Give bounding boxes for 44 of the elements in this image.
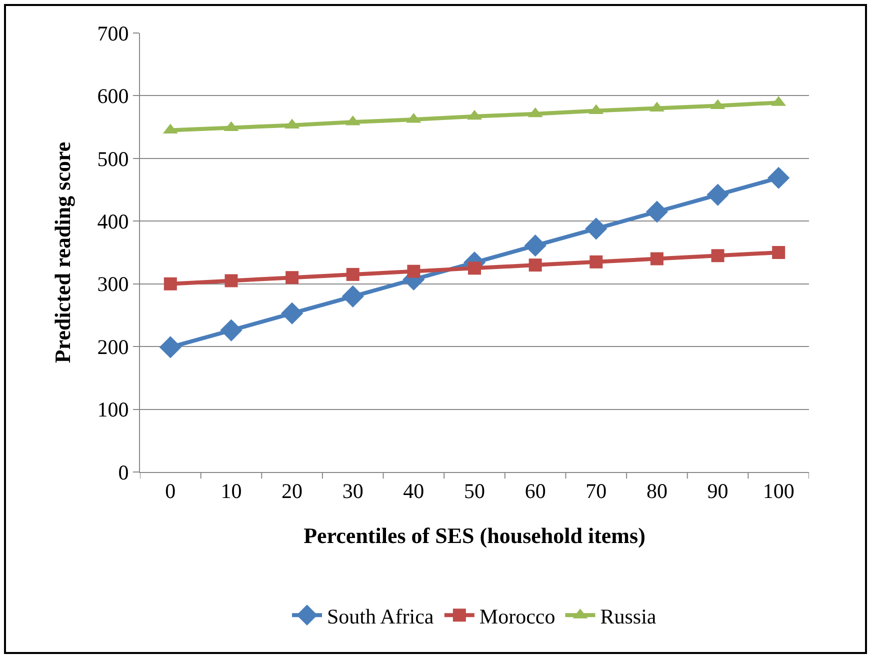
y-axis-title: Predicted reading score	[50, 142, 76, 364]
point	[220, 319, 242, 342]
x-tick-label: 10	[220, 479, 242, 504]
point	[346, 268, 360, 281]
x-tick-label: 0	[165, 479, 176, 504]
legend-label: Morocco	[479, 604, 556, 628]
point	[159, 336, 182, 358]
y-tick-label: 600	[97, 84, 129, 108]
point	[585, 218, 608, 240]
y-tick-label: 500	[97, 146, 129, 171]
x-tick-label: 90	[707, 479, 728, 504]
point	[407, 264, 420, 278]
point	[706, 184, 729, 206]
point	[524, 234, 546, 257]
point	[711, 249, 724, 262]
x-tick-label: 60	[524, 479, 546, 504]
y-tick-label: 100	[97, 398, 129, 422]
y-tick-label: 400	[97, 209, 129, 234]
point	[528, 258, 542, 272]
point	[772, 246, 786, 259]
y-tick-label: 0	[118, 460, 129, 484]
point	[768, 166, 790, 189]
x-tick-label: 70	[586, 479, 607, 504]
legend-label: Russia	[600, 604, 657, 628]
point	[164, 277, 177, 290]
y-tick-label: 300	[97, 272, 129, 296]
x-tick-label: 20	[282, 479, 303, 504]
x-tick-label: 30	[342, 479, 364, 504]
x-tick-label: 40	[403, 479, 424, 504]
point	[650, 252, 664, 266]
y-tick-label: 700	[97, 21, 129, 46]
x-tick-label: 50	[464, 479, 485, 504]
point	[468, 262, 481, 275]
x-tick-label: 100	[762, 479, 794, 504]
point	[281, 302, 304, 324]
x-tick-label: 80	[646, 479, 668, 504]
point	[286, 271, 299, 284]
point	[224, 274, 238, 288]
legend-label: South Africa	[327, 604, 434, 628]
point	[342, 285, 364, 308]
x-axis-title: Percentiles of SES (household items)	[304, 523, 646, 548]
point	[590, 255, 603, 268]
point	[646, 200, 668, 223]
y-tick-label: 200	[97, 334, 129, 359]
